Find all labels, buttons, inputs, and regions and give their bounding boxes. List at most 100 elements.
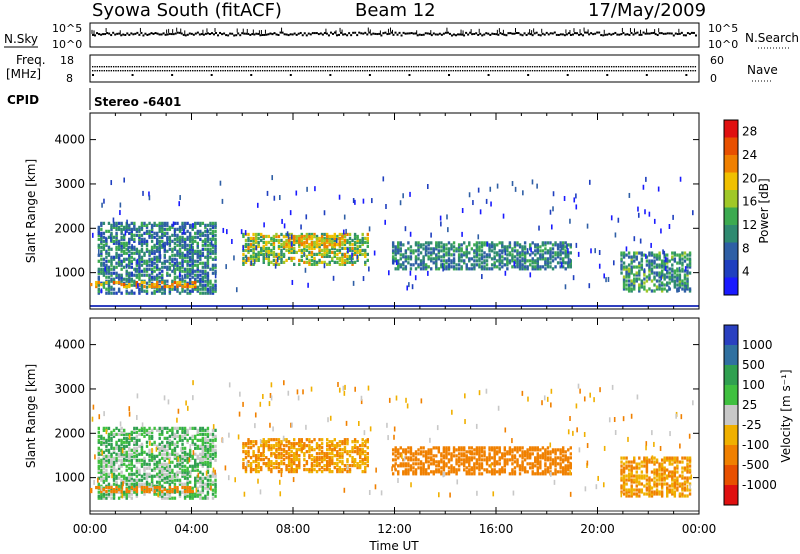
nsky-point bbox=[263, 33, 266, 36]
heatmap-cell bbox=[569, 251, 572, 255]
nsky-point bbox=[150, 32, 153, 35]
heatmap-cell bbox=[138, 478, 141, 482]
heatmap-cell bbox=[653, 259, 656, 263]
heatmap-cell bbox=[168, 452, 172, 456]
freq-point bbox=[103, 66, 106, 68]
y-tick-label: 4000 bbox=[54, 133, 85, 147]
heatmap-cell bbox=[166, 279, 169, 283]
heatmap-cell bbox=[178, 227, 182, 231]
heatmap-cell bbox=[140, 249, 144, 253]
heatmap-cell bbox=[122, 241, 126, 245]
heatmap-cell bbox=[518, 255, 522, 259]
heatmap-cell bbox=[402, 267, 405, 271]
heatmap-cell bbox=[364, 236, 367, 241]
heatmap-cell bbox=[528, 243, 532, 247]
heatmap-cell bbox=[155, 223, 159, 227]
nsky-point bbox=[350, 34, 353, 37]
colorbar-swatch bbox=[724, 225, 738, 243]
heatmap-cell bbox=[112, 462, 116, 466]
heatmap-cell bbox=[161, 243, 164, 247]
nsky-point bbox=[227, 34, 230, 37]
heatmap-cell bbox=[315, 444, 319, 448]
heatmap-cell bbox=[544, 261, 547, 265]
heatmap-cell bbox=[100, 257, 103, 261]
heatmap-cell bbox=[676, 273, 679, 277]
heatmap-cell bbox=[117, 239, 121, 243]
heatmap-cell bbox=[196, 255, 199, 259]
heatmap-cell bbox=[130, 460, 133, 464]
heatmap-cell bbox=[178, 201, 181, 207]
heatmap-cell bbox=[128, 225, 131, 229]
nsky-point bbox=[321, 33, 324, 36]
heatmap-cell bbox=[310, 254, 314, 259]
heatmap-cell bbox=[308, 252, 311, 257]
heatmap-cell bbox=[117, 263, 121, 267]
heatmap-cell bbox=[275, 232, 278, 237]
heatmap-cell bbox=[158, 468, 161, 472]
heatmap-cell bbox=[115, 440, 118, 444]
heatmap-cell bbox=[534, 267, 537, 271]
heatmap-cell bbox=[620, 263, 623, 267]
heatmap-cell bbox=[536, 265, 539, 269]
heatmap-cell bbox=[153, 235, 156, 239]
heatmap-cell bbox=[173, 275, 177, 279]
heatmap-cell bbox=[150, 428, 154, 432]
heatmap-cell bbox=[102, 263, 106, 267]
heatmap-cell bbox=[361, 232, 364, 237]
heatmap-cell bbox=[658, 271, 661, 275]
heatmap-cell bbox=[204, 247, 207, 251]
heatmap-cell bbox=[267, 438, 271, 442]
heatmap-cell bbox=[148, 275, 151, 279]
heatmap-cell bbox=[112, 255, 116, 259]
heatmap-cell bbox=[138, 432, 141, 436]
heatmap-cell bbox=[402, 255, 405, 259]
heatmap-cell bbox=[280, 442, 283, 446]
heatmap-cell bbox=[643, 281, 646, 285]
colorbar-swatch bbox=[724, 120, 738, 138]
nsearch-label: N.Search bbox=[745, 31, 799, 45]
heatmap-cell bbox=[148, 273, 151, 277]
heatmap-cell bbox=[465, 247, 468, 251]
heatmap-cell bbox=[564, 253, 567, 257]
nave-point bbox=[522, 70, 524, 72]
heatmap-cell bbox=[204, 269, 207, 273]
nsky-point bbox=[658, 32, 661, 35]
heatmap-cell bbox=[107, 472, 111, 476]
heatmap-cell bbox=[622, 255, 626, 259]
heatmap-cell bbox=[437, 255, 441, 259]
heatmap-cell bbox=[346, 238, 349, 243]
heatmap-cell bbox=[112, 492, 116, 496]
freq-point bbox=[566, 74, 569, 76]
heatmap-cell bbox=[440, 263, 443, 267]
heatmap-cell bbox=[293, 239, 296, 243]
heatmap-cell bbox=[125, 241, 128, 245]
heatmap-cell bbox=[468, 251, 471, 255]
heatmap-cell bbox=[247, 236, 250, 241]
heatmap-cell bbox=[409, 231, 412, 237]
heatmap-cell bbox=[325, 452, 329, 456]
heatmap-cell bbox=[201, 456, 205, 460]
heatmap-cell bbox=[638, 261, 641, 265]
nsky-point bbox=[598, 31, 601, 34]
heatmap-cell bbox=[194, 277, 197, 281]
freq-point bbox=[301, 66, 303, 68]
heatmap-cell bbox=[166, 496, 169, 500]
freq-point bbox=[140, 66, 143, 68]
heatmap-cell bbox=[435, 267, 438, 271]
heatmap-cell bbox=[298, 442, 301, 446]
nave-point bbox=[441, 70, 443, 72]
heatmap-cell bbox=[100, 245, 103, 249]
heatmap-cell bbox=[130, 265, 133, 269]
heatmap-cell bbox=[201, 478, 205, 482]
heatmap-cell bbox=[300, 448, 304, 452]
heatmap-cell bbox=[196, 468, 199, 472]
heatmap-cell bbox=[209, 478, 212, 482]
heatmap-cell bbox=[417, 247, 420, 251]
heatmap-cell bbox=[214, 458, 217, 462]
heatmap-cell bbox=[97, 291, 101, 295]
heatmap-cell bbox=[313, 256, 316, 260]
heatmap-cell bbox=[112, 464, 116, 468]
heatmap-cell bbox=[183, 436, 187, 440]
heatmap-cell bbox=[140, 255, 144, 259]
heatmap-cell bbox=[394, 259, 397, 263]
